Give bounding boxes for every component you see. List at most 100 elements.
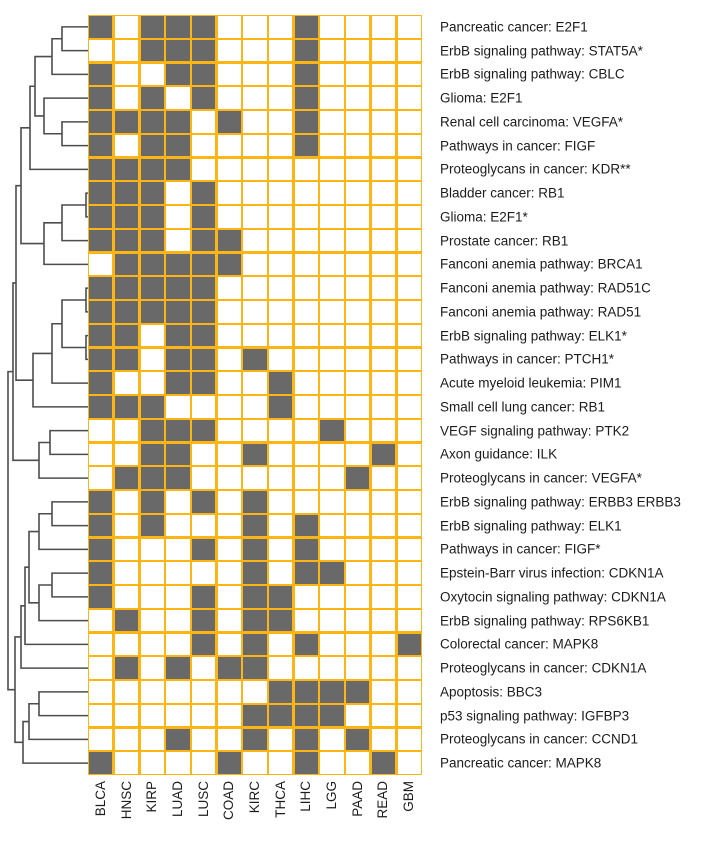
heatmap-cell bbox=[217, 372, 241, 394]
row-label: Glioma: E2F1 bbox=[439, 90, 523, 106]
heatmap-cell bbox=[397, 182, 421, 204]
row-label: Proteoglycans in cancer: VEGFA* bbox=[439, 470, 642, 486]
heatmap-cell bbox=[114, 443, 139, 466]
heatmap-cell bbox=[346, 372, 370, 394]
heatmap-cell bbox=[269, 467, 293, 489]
heatmap-cell bbox=[191, 277, 216, 299]
heatmap-cell bbox=[269, 372, 293, 394]
heatmap-cell bbox=[269, 182, 293, 204]
heatmap-cell bbox=[320, 396, 344, 418]
row-label: Pancreatic cancer: MAPK8 bbox=[439, 755, 602, 771]
heatmap-cell bbox=[140, 443, 164, 466]
heatmap-cell bbox=[346, 752, 370, 774]
heatmap-cell bbox=[191, 467, 216, 489]
row-label: Pathways in cancer: FIGF* bbox=[439, 541, 601, 557]
heatmap-cell bbox=[397, 514, 421, 537]
heatmap-cell bbox=[397, 277, 421, 299]
heatmap-cell bbox=[397, 443, 421, 466]
heatmap-cell bbox=[320, 324, 344, 347]
heatmap-cell bbox=[191, 206, 216, 228]
heatmap-cell bbox=[346, 443, 370, 466]
heatmap-cell bbox=[140, 348, 164, 371]
heatmap-cell bbox=[166, 514, 190, 537]
heatmap-cell bbox=[166, 253, 190, 276]
heatmap-cell bbox=[269, 16, 293, 38]
heatmap-cell bbox=[320, 182, 344, 204]
heatmap-cell bbox=[269, 681, 293, 703]
heatmap-cell bbox=[89, 633, 113, 656]
heatmap-cell bbox=[243, 324, 267, 347]
heatmap-cell bbox=[191, 396, 216, 418]
heatmap-cell bbox=[114, 586, 139, 608]
heatmap-cell bbox=[191, 728, 216, 751]
column-label: LUAD bbox=[169, 781, 185, 818]
heatmap-cell bbox=[140, 633, 164, 656]
heatmap-cell bbox=[320, 348, 344, 371]
heatmap-cell bbox=[346, 704, 370, 727]
heatmap-cell bbox=[166, 277, 190, 299]
heatmap-cell bbox=[371, 514, 396, 537]
heatmap-cell bbox=[166, 419, 190, 442]
heatmap-cell bbox=[166, 16, 190, 38]
heatmap-cell bbox=[269, 704, 293, 727]
heatmap-cell bbox=[269, 752, 293, 774]
heatmap-cell bbox=[320, 586, 344, 608]
heatmap-cell bbox=[114, 301, 139, 323]
heatmap-cell bbox=[320, 372, 344, 394]
heatmap-cell bbox=[166, 158, 190, 181]
heatmap-cell bbox=[346, 111, 370, 133]
row-label: Fanconi anemia pathway: RAD51C bbox=[439, 280, 651, 296]
heatmap-cell bbox=[294, 538, 319, 561]
heatmap-cell bbox=[191, 111, 216, 133]
row-label: Apoptosis: BBC3 bbox=[439, 684, 543, 700]
row-label: ErbB signaling pathway: RPS6KB1 bbox=[439, 612, 650, 628]
heatmap-cell bbox=[191, 609, 216, 632]
column-label: THCA bbox=[272, 781, 288, 818]
heatmap-cell bbox=[166, 704, 190, 727]
heatmap-cell bbox=[140, 16, 164, 38]
heatmap-cell bbox=[294, 39, 319, 62]
heatmap-cell bbox=[243, 277, 267, 299]
heatmap-cell bbox=[294, 657, 319, 679]
heatmap-cell bbox=[217, 728, 241, 751]
heatmap-cell bbox=[269, 538, 293, 561]
heatmap-cell bbox=[294, 206, 319, 228]
column-label: BLCA bbox=[92, 781, 108, 817]
heatmap-cell bbox=[191, 348, 216, 371]
heatmap-cell bbox=[294, 229, 319, 252]
heatmap-cell bbox=[269, 63, 293, 86]
heatmap-cell bbox=[114, 752, 139, 774]
heatmap-cell bbox=[371, 681, 396, 703]
heatmap-cell bbox=[140, 681, 164, 703]
heatmap-cell bbox=[166, 39, 190, 62]
heatmap-cell bbox=[346, 301, 370, 323]
heatmap-cell bbox=[191, 491, 216, 513]
heatmap-cell bbox=[114, 206, 139, 228]
row-label: Bladder cancer: RB1 bbox=[439, 185, 565, 201]
heatmap-cell bbox=[114, 111, 139, 133]
row-label: ErbB signaling pathway: ERBB3 ERBB3 bbox=[439, 494, 681, 510]
heatmap-cell bbox=[320, 87, 344, 109]
heatmap-cell bbox=[346, 657, 370, 679]
heatmap-cell bbox=[397, 206, 421, 228]
heatmap-cell bbox=[371, 704, 396, 727]
column-label: LIHC bbox=[298, 781, 314, 812]
dendrogram-lines bbox=[7, 26, 88, 764]
heatmap-cell bbox=[166, 609, 190, 632]
heatmap-cell bbox=[114, 562, 139, 584]
heatmap-cell bbox=[243, 396, 267, 418]
heatmap-cell bbox=[320, 253, 344, 276]
heatmap-cell bbox=[191, 229, 216, 252]
heatmap-cell bbox=[320, 443, 344, 466]
heatmap-cell bbox=[269, 491, 293, 513]
heatmap-cell bbox=[243, 443, 267, 466]
heatmap-cell bbox=[114, 16, 139, 38]
heatmap-cell bbox=[371, 538, 396, 561]
heatmap-cell bbox=[166, 562, 190, 584]
heatmap-cell bbox=[397, 681, 421, 703]
heatmap-cell bbox=[243, 229, 267, 252]
column-label: KIRP bbox=[144, 781, 160, 813]
heatmap-cell bbox=[166, 372, 190, 394]
heatmap-cell bbox=[217, 633, 241, 656]
heatmap-cell bbox=[346, 134, 370, 157]
